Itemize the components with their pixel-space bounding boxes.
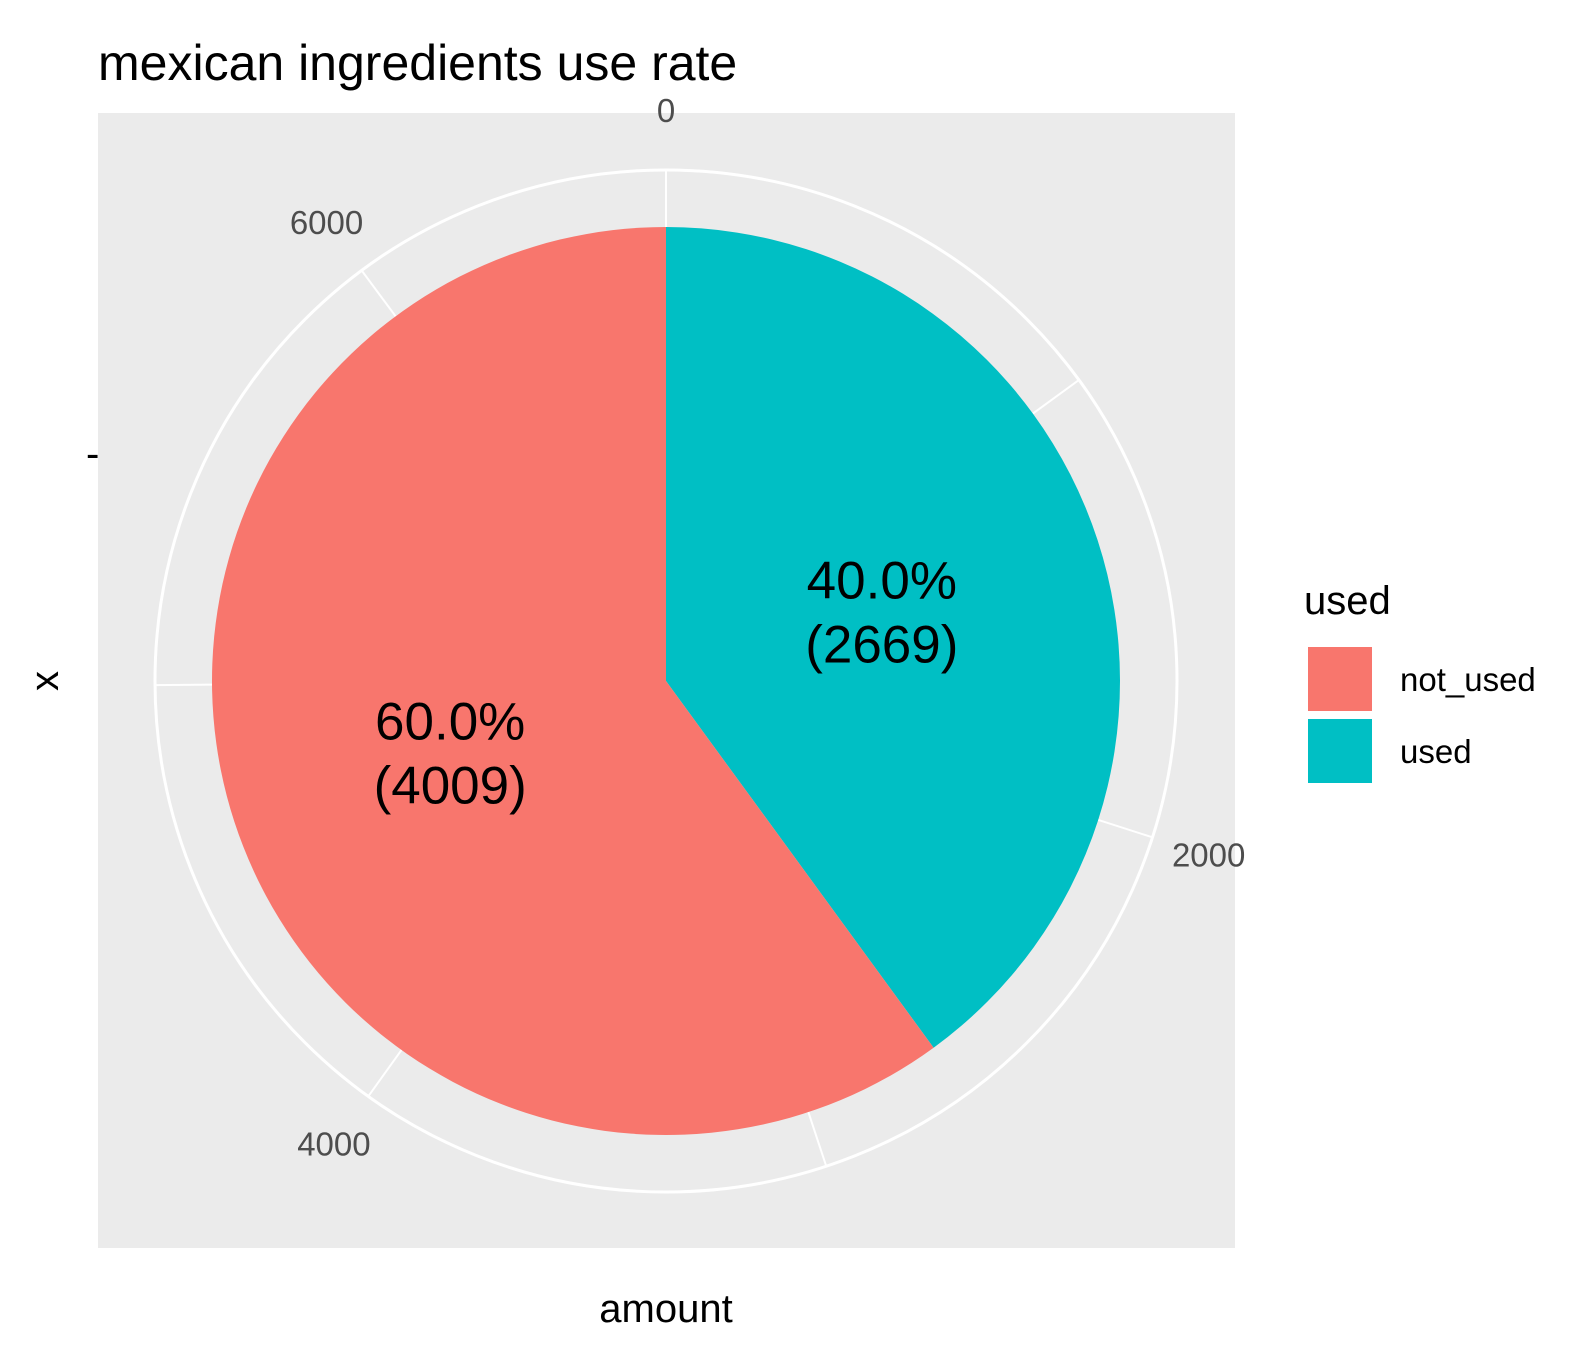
angular-tick-label: 0 bbox=[657, 92, 675, 129]
pie-slice-not-used bbox=[212, 227, 934, 1135]
slice-percent-label: 40.0% bbox=[807, 552, 957, 611]
legend-title: used bbox=[1304, 579, 1391, 623]
angular-tick-label: 6000 bbox=[290, 204, 363, 241]
x-axis-title: amount bbox=[599, 1287, 732, 1331]
slice-labels: 40.0%(2669) 60.0%(4009) bbox=[374, 552, 959, 816]
slice-count-label: (2669) bbox=[805, 616, 958, 675]
legend-label: used bbox=[1400, 733, 1472, 770]
pie-slice-used bbox=[666, 227, 1120, 1048]
angular-tick-label: 2000 bbox=[1172, 836, 1245, 873]
slice-percent-label: 60.0% bbox=[375, 692, 525, 751]
angular-tick-labels: 0 2000 4000 6000 bbox=[290, 92, 1246, 1162]
chart-title: mexican ingredients use rate bbox=[98, 35, 737, 91]
y-axis-tick-label: - bbox=[86, 432, 99, 476]
legend-swatch bbox=[1306, 717, 1374, 785]
pie-slices bbox=[212, 227, 1120, 1135]
y-axis-title: x bbox=[23, 671, 67, 691]
angular-tick-label: 4000 bbox=[297, 1125, 370, 1162]
legend-label: not_used bbox=[1400, 661, 1536, 698]
slice-count-label: (4009) bbox=[374, 756, 527, 815]
legend-swatch bbox=[1306, 645, 1374, 713]
